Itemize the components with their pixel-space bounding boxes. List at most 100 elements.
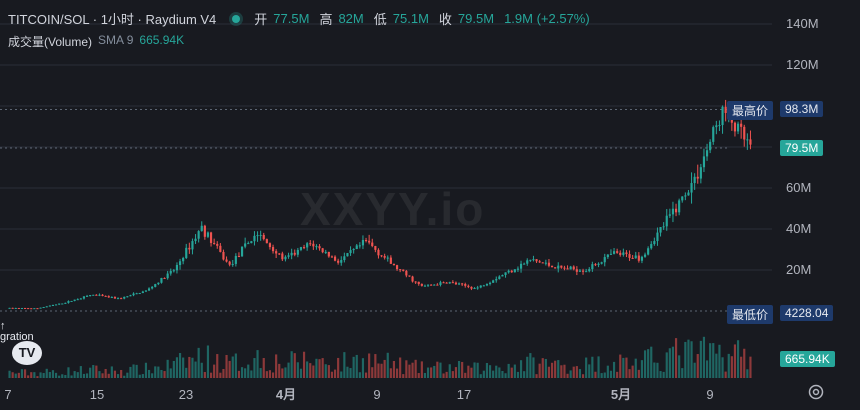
migration-marker[interactable]: ↑ gration <box>0 321 34 343</box>
candle-body <box>696 176 699 179</box>
volume-bar <box>746 369 749 378</box>
candle-body <box>175 264 179 271</box>
candle-body <box>299 247 303 250</box>
candle-body <box>110 297 113 299</box>
candle-body <box>535 259 538 262</box>
x-tick-label: 9 <box>706 387 713 402</box>
volume-bar <box>368 353 371 378</box>
volume-bar <box>647 349 650 378</box>
settings-gear-icon[interactable] <box>807 383 825 401</box>
volume-bar <box>498 367 501 378</box>
candle-body <box>8 307 11 309</box>
volume-bar <box>45 368 48 378</box>
x-tick-label: 7 <box>4 387 11 402</box>
x-tick-label: 17 <box>457 387 471 402</box>
high-label: 高 <box>319 12 333 27</box>
volume-bar <box>188 356 191 378</box>
volume-bar <box>594 371 597 378</box>
candle-body <box>423 285 427 287</box>
tradingview-logo[interactable]: TV <box>12 341 42 365</box>
candle-body <box>581 270 585 272</box>
candle-body <box>476 287 479 289</box>
volume-bar <box>76 372 79 378</box>
candle-body <box>67 301 70 303</box>
candle-body <box>746 139 749 141</box>
volume-bar <box>324 364 327 378</box>
volume-bar <box>554 360 557 378</box>
candle-body <box>510 270 513 273</box>
candle-body <box>330 256 334 258</box>
volume-bar <box>141 374 144 378</box>
volume-bar <box>126 372 129 378</box>
candle-body <box>550 265 554 268</box>
candle-body <box>538 261 541 263</box>
candle-body <box>588 269 591 272</box>
volume-bar <box>346 366 349 378</box>
volume-bar <box>377 363 380 378</box>
volume-bar <box>330 371 334 378</box>
volume-bar <box>749 356 752 378</box>
candle-body <box>324 251 327 253</box>
volume-bar <box>293 353 296 378</box>
volume-sma-value: 665.94K <box>139 33 185 47</box>
volume-bar <box>23 369 27 378</box>
candle-body <box>191 241 194 250</box>
candle-body <box>222 251 225 260</box>
candle-body <box>337 260 340 263</box>
volume-bar <box>402 374 405 378</box>
volume-bar <box>123 375 126 378</box>
candle-body <box>151 286 154 289</box>
low-price-value: 4228.04 <box>780 305 834 321</box>
candle-body <box>228 261 231 265</box>
volume-bar <box>299 368 303 378</box>
volume-bar <box>333 369 337 378</box>
candle-body <box>560 265 563 268</box>
volume-bar <box>271 372 275 378</box>
volume-bar <box>380 363 383 378</box>
candle-body <box>721 106 724 126</box>
candle-body <box>554 267 557 269</box>
volume-bar <box>203 372 206 378</box>
candle-body <box>364 240 368 242</box>
volume-bar <box>730 356 733 378</box>
candle-body <box>451 282 454 284</box>
candle-body <box>126 296 129 298</box>
volume-bar <box>740 356 743 378</box>
candle-body <box>386 257 389 259</box>
candle-body <box>529 259 532 261</box>
volume-bar <box>200 362 203 378</box>
volume-bar <box>147 369 151 378</box>
volume-bar <box>219 372 222 378</box>
change-value: 1.9M (+2.57%) <box>504 11 590 26</box>
candle-body <box>42 307 45 309</box>
volume-bar <box>414 359 417 378</box>
volume-bar <box>178 353 182 378</box>
candle-body <box>485 284 489 286</box>
candle-body <box>138 293 141 295</box>
candle-body <box>234 255 237 264</box>
volume-bar <box>151 373 154 378</box>
low-price-label: 最低价 <box>727 305 774 324</box>
candle-body <box>566 268 569 270</box>
volume-bar <box>42 373 45 378</box>
volume-bar <box>588 364 591 378</box>
volume-bar <box>687 339 690 378</box>
open-label: 开 <box>254 12 268 27</box>
volume-bar <box>104 368 107 378</box>
volume-bar <box>213 364 216 378</box>
volume-bar <box>281 368 284 378</box>
candle-body <box>120 298 123 300</box>
volume-bar <box>17 372 20 378</box>
candle-body <box>240 246 244 257</box>
candle-body <box>625 252 628 255</box>
candle-body <box>408 275 411 277</box>
volume-bar <box>318 359 321 378</box>
candle-body <box>107 296 110 298</box>
volume-bar <box>721 357 724 378</box>
candle-body <box>27 308 30 310</box>
close-value: 79.5M <box>457 11 495 26</box>
candle-body <box>709 141 712 151</box>
candle-body <box>650 244 653 249</box>
volume-bar <box>544 358 547 378</box>
